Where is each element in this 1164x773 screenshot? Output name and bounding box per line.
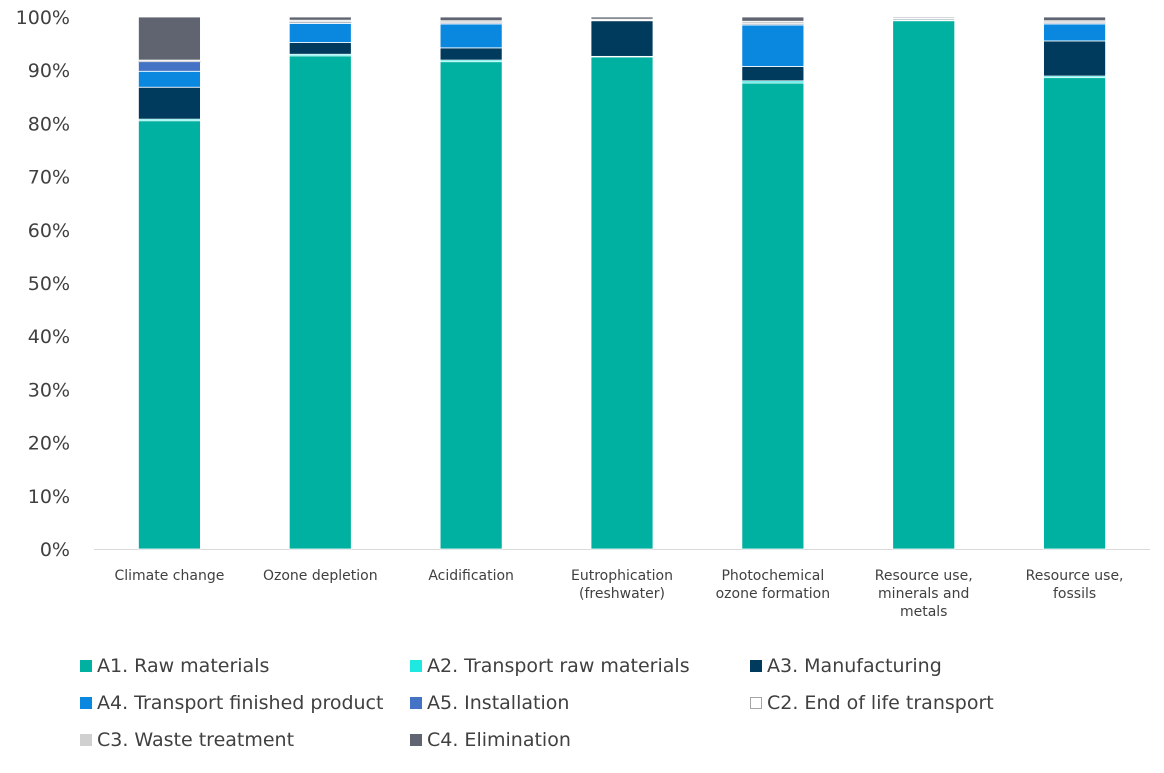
x-category-label-line: (freshwater) — [579, 586, 665, 602]
legend-item: A2. Transport raw materials — [410, 655, 690, 677]
legend-swatch — [410, 697, 422, 709]
legend-swatch — [80, 697, 92, 709]
x-category-label: Climate change — [114, 568, 224, 584]
x-category-label-line: ozone formation — [716, 586, 830, 602]
x-category-label-line: Ozone depletion — [263, 568, 378, 584]
x-category-label: Eutrophication (freshwater) — [571, 568, 673, 602]
legend-label: C4. Elimination — [427, 729, 571, 751]
bar-segment — [741, 24, 805, 67]
x-category-label-line: Photochemical — [721, 568, 824, 584]
bar-segment — [138, 86, 201, 120]
legend-item: C2. End of life transport — [750, 692, 994, 714]
legend-label: A2. Transport raw materials — [427, 655, 690, 677]
legend-swatch — [80, 734, 92, 746]
legend-swatch — [750, 660, 762, 672]
x-category-label-line: metals — [900, 604, 948, 620]
legend-swatch — [410, 660, 422, 672]
bar-segment — [288, 22, 352, 43]
x-category-label: Resource use, minerals and metals — [875, 568, 973, 620]
bar-segment — [288, 55, 352, 550]
y-tick-label: 70% — [28, 167, 70, 189]
bar-segment — [288, 16, 352, 21]
x-category-label-line: Acidification — [428, 568, 514, 584]
bar-segment — [1043, 16, 1106, 22]
x-category-label-line: Resource use, — [875, 568, 973, 584]
bar-segment — [1043, 40, 1106, 77]
y-tick-label: 30% — [28, 379, 70, 401]
y-tick-label: 90% — [28, 60, 70, 82]
bar-segment — [590, 56, 654, 550]
legend-label: C3. Waste treatment — [97, 729, 295, 751]
bar-segment — [288, 42, 352, 55]
y-tick-label: 40% — [28, 326, 70, 348]
bar-segment — [892, 16, 956, 19]
legend-item: C4. Elimination — [410, 729, 571, 751]
bar-segment — [1043, 23, 1106, 42]
bar-segment — [439, 23, 503, 49]
bar-segment — [138, 61, 201, 72]
bar-segment — [138, 16, 201, 61]
x-category-label-line: minerals and — [878, 586, 969, 602]
y-tick-label: 20% — [28, 433, 70, 455]
bar-segment — [138, 120, 201, 550]
legend-swatch — [410, 734, 422, 746]
x-category-label: Photochemical ozone formation — [716, 568, 830, 602]
legend-item: C3. Waste treatment — [80, 729, 294, 751]
bar-segment — [741, 16, 805, 22]
bar-segment — [741, 66, 805, 82]
y-tick-label: 50% — [28, 273, 70, 295]
legend-label: A3. Manufacturing — [767, 655, 942, 677]
legend-swatch — [750, 697, 762, 709]
bar-segment — [138, 70, 201, 88]
stacked-bar-chart: 0% 10% 20% 30% 40% 50% 60% 70% 80% 90% 100% Climate… — [16, 7, 1150, 620]
bar-segment — [439, 47, 503, 61]
y-tick-label: 100% — [16, 7, 70, 29]
legend-label: A1. Raw materials — [97, 655, 270, 677]
x-category-label-line: fossils — [1053, 586, 1096, 602]
legend-label: C2. End of life transport — [767, 692, 994, 714]
x-category-label-line: Climate change — [114, 568, 224, 584]
x-category-label: Ozone depletion — [263, 568, 378, 584]
legend-swatch — [80, 660, 92, 672]
x-category-label: Acidification — [428, 568, 514, 584]
legend-item: A3. Manufacturing — [750, 655, 942, 677]
legend-item: A5. Installation — [410, 692, 569, 714]
legend-label: A5. Installation — [427, 692, 570, 714]
bar-segment — [590, 16, 654, 20]
x-category-label-line: Eutrophication — [571, 568, 673, 584]
bar-segment — [439, 61, 503, 550]
bar-segment — [439, 16, 503, 22]
bar-segment — [590, 20, 654, 57]
bar-segment — [1043, 77, 1106, 550]
legend-item: A4. Transport finished product — [80, 692, 383, 714]
y-tick-label: 80% — [28, 113, 70, 135]
y-tick-label: 10% — [28, 486, 70, 508]
legend-item: A1. Raw materials — [80, 655, 269, 677]
y-tick-label: 0% — [40, 539, 70, 561]
bar-segment — [741, 82, 805, 550]
x-category-label-line: Resource use, — [1026, 568, 1124, 584]
legend-label: A4. Transport finished product — [97, 692, 384, 714]
bar-segment — [892, 20, 956, 550]
y-tick-label: 60% — [28, 220, 70, 242]
x-category-label: Resource use, fossils — [1026, 568, 1124, 602]
